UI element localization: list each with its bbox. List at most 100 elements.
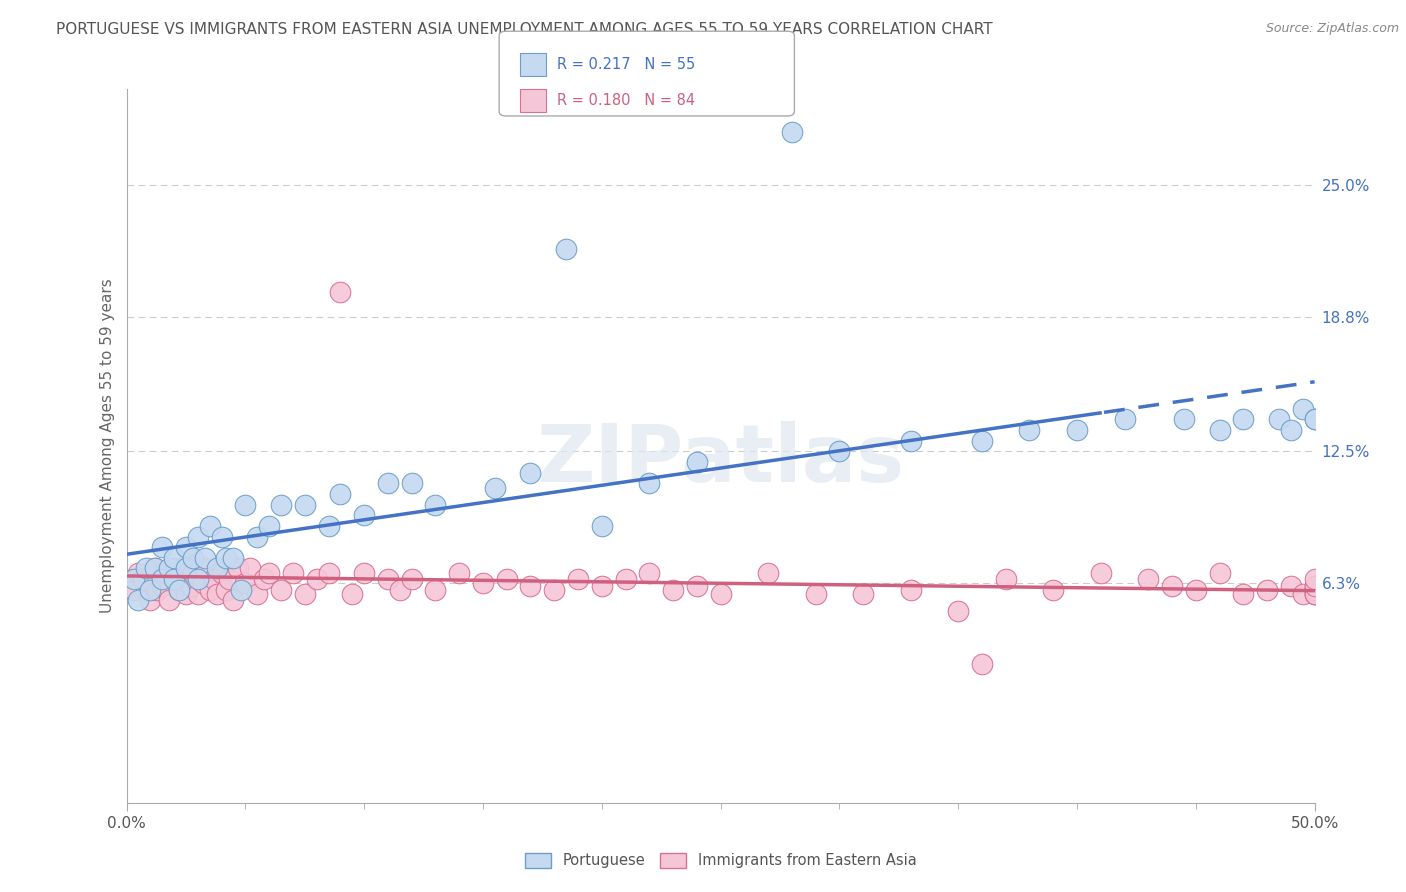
Point — [555, 242, 578, 256]
Point — [153, 566, 176, 580]
Point — [591, 519, 613, 533]
Point — [780, 125, 803, 139]
Point — [305, 572, 328, 586]
Point — [246, 587, 269, 601]
Point — [401, 572, 423, 586]
Point — [329, 487, 352, 501]
Point — [1303, 587, 1326, 601]
Point — [174, 587, 197, 601]
Point — [1303, 582, 1326, 597]
Point — [495, 572, 517, 586]
Point — [253, 572, 276, 586]
Point — [946, 604, 969, 618]
Point — [257, 519, 280, 533]
Point — [150, 578, 173, 592]
Point — [318, 519, 340, 533]
Point — [1303, 582, 1326, 597]
Point — [205, 561, 228, 575]
Point — [638, 476, 661, 491]
Text: R = 0.217   N = 55: R = 0.217 N = 55 — [557, 57, 695, 72]
Point — [150, 540, 173, 554]
Point — [132, 572, 155, 586]
Point — [1173, 412, 1195, 426]
Point — [1256, 582, 1278, 597]
Point — [828, 444, 851, 458]
Point — [970, 434, 993, 448]
Y-axis label: Unemployment Among Ages 55 to 59 years: Unemployment Among Ages 55 to 59 years — [100, 278, 115, 614]
Point — [215, 582, 238, 597]
Point — [1303, 578, 1326, 592]
Point — [1066, 423, 1088, 437]
Point — [1018, 423, 1040, 437]
Point — [472, 576, 495, 591]
Point — [1303, 582, 1326, 597]
Point — [122, 572, 145, 586]
Point — [127, 593, 149, 607]
Point — [342, 587, 364, 601]
Point — [211, 566, 233, 580]
Point — [1268, 412, 1291, 426]
Point — [191, 576, 214, 591]
Point — [181, 550, 204, 565]
Point — [709, 587, 731, 601]
Point — [257, 566, 280, 580]
Point — [198, 582, 221, 597]
Point — [181, 566, 204, 580]
Point — [519, 466, 541, 480]
Point — [194, 550, 217, 565]
Legend: Portuguese, Immigrants from Eastern Asia: Portuguese, Immigrants from Eastern Asia — [519, 847, 922, 874]
Point — [1303, 587, 1326, 601]
Text: Source: ZipAtlas.com: Source: ZipAtlas.com — [1265, 22, 1399, 36]
Point — [1303, 582, 1326, 597]
Point — [226, 561, 249, 575]
Point — [377, 476, 399, 491]
Point — [425, 498, 447, 512]
Point — [449, 566, 471, 580]
Point — [180, 578, 202, 592]
Point — [174, 540, 197, 554]
Point — [1161, 578, 1184, 592]
Point — [135, 561, 157, 575]
Point — [157, 561, 180, 575]
Point — [329, 285, 352, 299]
Point — [122, 582, 145, 597]
Point — [270, 498, 292, 512]
Point — [174, 561, 197, 575]
Point — [1208, 566, 1230, 580]
Point — [139, 582, 162, 597]
Point — [591, 578, 613, 592]
Point — [294, 587, 316, 601]
Point — [143, 561, 166, 575]
Point — [1303, 412, 1326, 426]
Point — [1232, 412, 1254, 426]
Point — [163, 550, 186, 565]
Point — [205, 587, 228, 601]
Point — [484, 481, 506, 495]
Point — [222, 593, 245, 607]
Point — [662, 582, 685, 597]
Point — [614, 572, 637, 586]
Point — [353, 508, 375, 523]
Point — [1208, 423, 1230, 437]
Point — [1303, 412, 1326, 426]
Point — [163, 561, 186, 575]
Point — [143, 561, 166, 575]
Point — [318, 566, 340, 580]
Point — [900, 434, 922, 448]
Point — [1232, 587, 1254, 601]
Point — [686, 455, 709, 469]
Point — [638, 566, 661, 580]
Point — [218, 572, 240, 586]
Point — [1292, 401, 1315, 416]
Point — [1184, 582, 1206, 597]
Point — [194, 561, 217, 575]
Point — [1114, 412, 1136, 426]
Point — [1303, 572, 1326, 586]
Text: ZIPatlas: ZIPatlas — [537, 421, 904, 500]
Point — [519, 578, 541, 592]
Point — [425, 582, 447, 597]
Point — [150, 572, 173, 586]
Point — [900, 582, 922, 597]
Point — [388, 582, 411, 597]
Point — [270, 582, 292, 597]
